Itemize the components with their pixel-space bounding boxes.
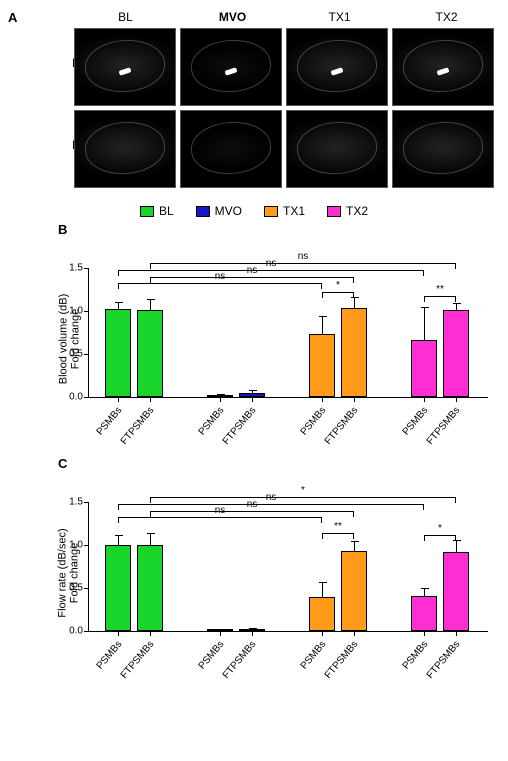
panel-a-row-psmbs: PSMBs <box>72 28 500 106</box>
legend-swatch-tx2 <box>327 206 341 217</box>
ultrasound-ftpsmbs-bl <box>74 110 176 188</box>
legend-swatch-tx1 <box>264 206 278 217</box>
panel-b: B Blood volume (dB) Fold change 0.00.51.… <box>8 224 500 454</box>
ultrasound-psmbs-bl <box>74 28 176 106</box>
ultrasound-psmbs-mvo <box>180 28 282 106</box>
bar-C-1 <box>137 545 163 631</box>
legend-item-bl: BL <box>140 204 174 218</box>
bar-B-7 <box>443 310 469 397</box>
xtick-label: PSMBs <box>299 405 329 438</box>
legend-swatch-bl <box>140 206 154 217</box>
panel-a-row-ftpsmbs: FTPSMBs <box>72 110 500 188</box>
col-header-tx2: TX2 <box>393 10 500 28</box>
col-header-bl: BL <box>72 10 179 28</box>
xtick-label: PSMBs <box>401 405 431 438</box>
chart-c-plot-area: 0.00.51.01.5PSMBsFTPSMBsPSMBsFTPSMBsPSMB… <box>88 502 488 632</box>
col-header-mvo: MVO <box>179 10 286 28</box>
sig-brace <box>424 535 456 536</box>
legend-item-mvo: MVO <box>196 204 242 218</box>
bar-C-0 <box>105 545 131 631</box>
panel-c: C Flow rate (dB/sec) Fold change 0.00.51… <box>8 458 500 688</box>
legend-label-bl: BL <box>159 204 174 218</box>
col-header-tx1: TX1 <box>286 10 393 28</box>
sig-label: ** <box>436 284 444 295</box>
sig-label: * <box>336 280 340 291</box>
panel-a-grid: BL MVO TX1 TX2 PSMBs FTPSMBs <box>72 10 500 192</box>
sig-brace <box>150 263 456 264</box>
sig-label: ns <box>298 251 309 262</box>
sig-brace <box>118 504 424 505</box>
ultrasound-ftpsmbs-tx2 <box>392 110 494 188</box>
sig-label: ** <box>334 521 342 532</box>
ytick-label: 0.5 <box>63 349 83 360</box>
chart-c: Flow rate (dB/sec) Fold change 0.00.51.0… <box>66 458 490 688</box>
xtick-label: PSMBs <box>197 405 227 438</box>
sig-brace <box>118 517 322 518</box>
sig-brace <box>150 497 456 498</box>
ytick-label: 0.5 <box>63 583 83 594</box>
bar-B-6 <box>411 340 437 397</box>
panel-a: A BL MVO TX1 TX2 PSMBs FTPSMBs <box>8 10 500 192</box>
xtick-label: PSMBs <box>401 639 431 672</box>
bar-B-4 <box>309 334 335 397</box>
legend-item-tx2: TX2 <box>327 204 368 218</box>
sig-brace <box>150 511 354 512</box>
ytick-label: 1.5 <box>63 263 83 274</box>
ytick-label: 1.0 <box>63 540 83 551</box>
ultrasound-psmbs-tx2 <box>392 28 494 106</box>
legend: BL MVO TX1 TX2 <box>8 204 500 218</box>
sig-label: * <box>438 523 442 534</box>
bar-B-0 <box>105 309 131 397</box>
bar-B-5 <box>341 308 367 397</box>
sig-label: * <box>301 485 305 496</box>
ytick-label: 1.0 <box>63 306 83 317</box>
ytick-label: 1.5 <box>63 497 83 508</box>
bar-C-4 <box>309 597 335 631</box>
legend-label-mvo: MVO <box>215 204 242 218</box>
xtick-label: PSMBs <box>95 639 125 672</box>
sig-brace <box>322 292 354 293</box>
sig-brace <box>118 270 424 271</box>
ultrasound-psmbs-tx1 <box>286 28 388 106</box>
ultrasound-ftpsmbs-tx1 <box>286 110 388 188</box>
legend-item-tx1: TX1 <box>264 204 305 218</box>
xtick-label: PSMBs <box>299 639 329 672</box>
sig-brace <box>322 533 354 534</box>
ultrasound-ftpsmbs-mvo <box>180 110 282 188</box>
legend-swatch-mvo <box>196 206 210 217</box>
bar-C-5 <box>341 551 367 631</box>
sig-brace <box>150 277 354 278</box>
legend-label-tx1: TX1 <box>283 204 305 218</box>
bar-B-1 <box>137 310 163 397</box>
ytick-label: 0.0 <box>63 626 83 637</box>
panel-a-column-headers: BL MVO TX1 TX2 <box>72 10 500 28</box>
sig-brace <box>118 283 322 284</box>
xtick-label: PSMBs <box>197 639 227 672</box>
sig-brace <box>424 296 456 297</box>
bar-C-7 <box>443 552 469 631</box>
legend-label-tx2: TX2 <box>346 204 368 218</box>
ytick-label: 0.0 <box>63 392 83 403</box>
panel-a-label: A <box>8 10 17 25</box>
bar-C-6 <box>411 596 437 631</box>
chart-b: Blood volume (dB) Fold change 0.00.51.01… <box>66 224 490 454</box>
chart-b-plot-area: 0.00.51.01.5PSMBsFTPSMBsPSMBsFTPSMBsPSMB… <box>88 268 488 398</box>
xtick-label: PSMBs <box>95 405 125 438</box>
